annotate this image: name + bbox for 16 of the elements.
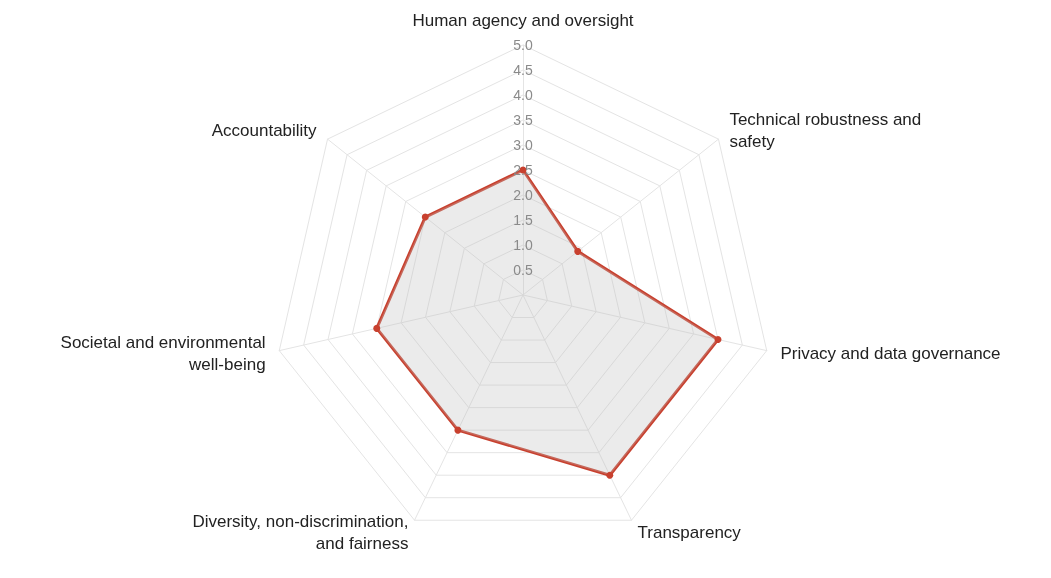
spoke-label: Societal and environmental well-being — [60, 333, 266, 375]
spoke-label: Diversity, non-discrimination, and fairness — [192, 512, 409, 554]
spoke-label: Transparency — [637, 523, 742, 543]
y-tick-label: 3.5 — [513, 112, 533, 128]
spoke-label: Accountability — [211, 120, 318, 140]
y-tick-label: 3.0 — [513, 137, 533, 153]
y-tick-label: 1.5 — [513, 212, 533, 228]
y-tick-label: 1.0 — [513, 237, 533, 253]
y-tick-label: 2.0 — [513, 187, 533, 203]
spoke-label: Technical robustness and safety — [729, 109, 922, 151]
y-tick-label: 4.5 — [513, 62, 533, 78]
spoke-label: Human agency and oversight — [412, 10, 634, 30]
spoke-label: Privacy and data governance — [780, 344, 1001, 364]
y-tick-label: 0.5 — [513, 262, 533, 278]
y-tick-label: 4.0 — [513, 87, 533, 103]
y-tick-label: 5.0 — [513, 37, 533, 53]
